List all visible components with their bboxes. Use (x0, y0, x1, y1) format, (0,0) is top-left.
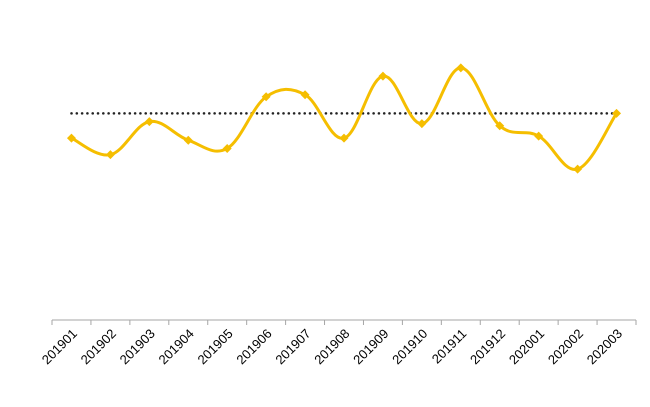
data-point-marker (105, 150, 115, 160)
x-tick-label: 201901 (39, 326, 80, 367)
x-tick-label: 201906 (233, 326, 274, 367)
x-tick-label: 201902 (78, 326, 119, 367)
data-point-marker (222, 143, 232, 153)
data-point-marker (612, 108, 622, 118)
x-tick-label: 202003 (584, 326, 625, 367)
marker-layer (66, 63, 622, 174)
data-point-marker (300, 90, 310, 100)
series-line (69, 66, 619, 171)
x-tick-label: 202001 (506, 326, 547, 367)
data-point-marker (261, 92, 271, 102)
x-axis (51, 319, 637, 325)
data-point-marker (378, 71, 388, 81)
x-tick-label: 201903 (117, 326, 158, 367)
x-tick-label: 201910 (389, 326, 430, 367)
data-point-marker (534, 131, 544, 141)
data-point-marker (495, 121, 505, 131)
series-line-layer (69, 66, 619, 171)
x-tick-label: 201904 (156, 326, 197, 367)
data-point-marker (339, 133, 349, 143)
data-point-marker (573, 164, 583, 174)
x-tick-label: 202002 (545, 326, 586, 367)
x-tick-label: 201909 (350, 326, 391, 367)
data-point-marker (144, 117, 154, 127)
data-point-marker (183, 135, 193, 145)
x-tick-label: 201908 (311, 326, 352, 367)
data-point-marker (456, 63, 466, 73)
x-tick-label: 201912 (467, 326, 508, 367)
data-point-marker (66, 133, 76, 143)
x-tick-label: 201905 (194, 326, 235, 367)
x-tick-labels: 2019012019022019032019042019052019062019… (39, 326, 625, 367)
data-point-marker (417, 119, 427, 129)
x-tick-label: 201907 (272, 326, 313, 367)
x-tick-label: 201911 (429, 326, 470, 367)
